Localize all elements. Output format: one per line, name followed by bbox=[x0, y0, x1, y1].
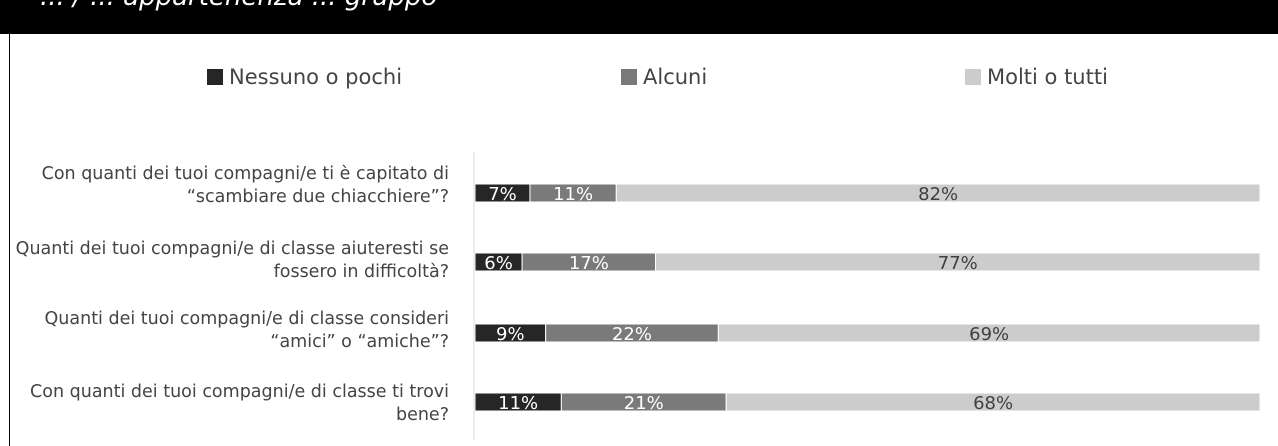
title-banner: ... / ... appartenenza ... gruppo bbox=[0, 0, 1278, 34]
data-label-row4-series2: 21% bbox=[624, 393, 664, 414]
bar-segment-row4-series3 bbox=[725, 392, 1261, 412]
data-label-row3-series1: 9% bbox=[496, 324, 525, 345]
legend-swatch-alcuni bbox=[621, 69, 637, 85]
data-label-row3-series2: 22% bbox=[612, 324, 652, 345]
category-label-4: Con quanti dei tuoi compagni/e di classe… bbox=[30, 382, 449, 425]
data-label-row3-series3: 69% bbox=[969, 324, 1009, 345]
data-label-row4-series3: 68% bbox=[973, 393, 1013, 414]
legend-label-nessuno: Nessuno o pochi bbox=[229, 65, 403, 89]
bar-segment-row3-series3 bbox=[717, 323, 1261, 343]
data-label-row2-series3: 77% bbox=[938, 253, 978, 274]
banner-title: ... / ... appartenenza ... gruppo bbox=[40, 0, 437, 12]
data-label-row2-series1: 6% bbox=[484, 253, 513, 274]
category-label-1: Con quanti dei tuoi compagni/e ti è capi… bbox=[41, 164, 449, 207]
legend-label-molti: Molti o tutti bbox=[987, 65, 1108, 89]
data-label-row2-series2: 17% bbox=[569, 253, 609, 274]
legend-swatch-nessuno bbox=[207, 69, 223, 85]
legend-swatch-molti bbox=[965, 69, 981, 85]
data-label-row4-series1: 11% bbox=[498, 393, 538, 414]
data-label-row1-series2: 11% bbox=[553, 184, 593, 205]
frame-left-border bbox=[9, 34, 10, 446]
data-label-row1-series3: 82% bbox=[918, 184, 958, 205]
legend-item-alcuni: Alcuni bbox=[621, 60, 707, 94]
category-label-3: Quanti dei tuoi compagni/e di classe con… bbox=[44, 309, 449, 352]
legend-item-nessuno: Nessuno o pochi bbox=[207, 60, 402, 94]
chart-legend: Nessuno o pochi Alcuni Molti o tutti bbox=[0, 60, 1278, 94]
bar-segment-row1-series3 bbox=[615, 183, 1261, 203]
legend-item-molti: Molti o tutti bbox=[965, 60, 1108, 94]
data-label-row1-series1: 7% bbox=[488, 184, 517, 205]
bar-segment-row2-series3 bbox=[655, 252, 1261, 272]
category-label-2: Quanti dei tuoi compagni/e di classe aiu… bbox=[15, 239, 449, 282]
legend-label-alcuni: Alcuni bbox=[643, 65, 708, 89]
